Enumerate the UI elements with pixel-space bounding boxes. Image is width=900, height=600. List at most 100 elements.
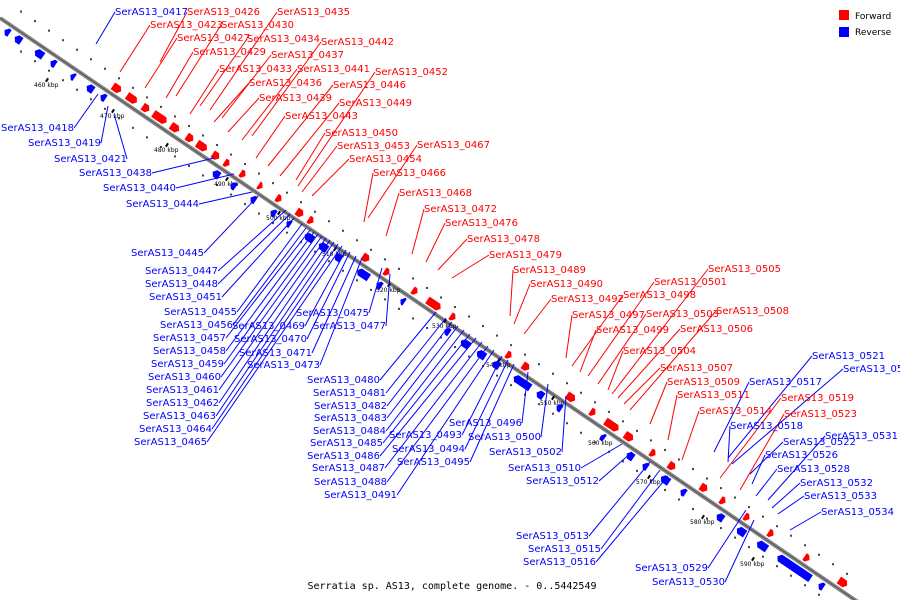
label-leader-line bbox=[588, 461, 651, 537]
track-dot bbox=[790, 574, 792, 577]
gene-label: SerAS13_0442 bbox=[321, 37, 394, 48]
gene-label: SerAS13_0504 bbox=[623, 346, 696, 357]
gene-label: SerAS13_0494 bbox=[392, 444, 465, 455]
track-dot bbox=[622, 460, 624, 463]
gene-label: SerAS13_0496 bbox=[449, 418, 522, 429]
gene-label: SerAS13_0495 bbox=[397, 457, 470, 468]
track-dot bbox=[510, 344, 512, 347]
gene-label: SerAS13_0439 bbox=[259, 93, 332, 104]
gene-label: SerAS13_0528 bbox=[777, 464, 850, 475]
gene-block bbox=[210, 150, 220, 160]
track-dot bbox=[734, 496, 736, 499]
track-dot bbox=[258, 172, 260, 175]
gene-label: SerAS13_0501 bbox=[654, 277, 727, 288]
label-leader-line bbox=[425, 222, 446, 263]
gene-block bbox=[212, 170, 222, 180]
track-dot bbox=[216, 144, 218, 147]
gene-block bbox=[357, 268, 372, 282]
gene-block bbox=[836, 576, 848, 588]
track-dot bbox=[454, 306, 456, 309]
gene-block bbox=[222, 158, 230, 167]
label-leader-line bbox=[469, 363, 515, 463]
label-leader-line bbox=[411, 208, 425, 255]
gene-label: SerAS13_0426 bbox=[187, 7, 260, 18]
gene-label: SerAS13_0436 bbox=[249, 78, 322, 89]
label-leader-line bbox=[767, 435, 826, 501]
track-dot bbox=[146, 136, 148, 139]
track-dot bbox=[188, 164, 190, 167]
gene-block bbox=[818, 582, 826, 591]
gene-label: SerAS13_0502 bbox=[489, 447, 562, 458]
gene-label: SerAS13_0518 bbox=[730, 421, 803, 432]
gene-block bbox=[382, 267, 390, 276]
track-dot bbox=[454, 346, 456, 349]
label-leader-line bbox=[565, 314, 573, 359]
track-dot bbox=[790, 534, 792, 537]
gene-labels: SerAS13_0423SerAS13_0426SerAS13_0427SerA… bbox=[1, 7, 900, 588]
label-leader-line bbox=[509, 269, 514, 317]
label-leader-line bbox=[571, 294, 624, 367]
track-dot bbox=[482, 325, 484, 328]
gene-label: SerAS13_0476 bbox=[445, 218, 518, 229]
gene-label: SerAS13_0440 bbox=[103, 183, 176, 194]
label-leader-line bbox=[649, 381, 668, 425]
gene-block bbox=[666, 460, 676, 471]
gene-label: SerAS13_0477 bbox=[313, 321, 386, 332]
gene-label: SerAS13_0487 bbox=[312, 463, 385, 474]
gene-block bbox=[14, 35, 24, 45]
label-leader-line bbox=[617, 328, 681, 399]
track-dot bbox=[146, 96, 148, 99]
gene-label: SerAS13_0508 bbox=[716, 306, 789, 317]
gene-label: SerAS13_0437 bbox=[271, 50, 344, 61]
backbone-centerline bbox=[0, 17, 856, 600]
label-leader-line bbox=[297, 71, 376, 187]
track-dot bbox=[664, 488, 666, 491]
legend-swatch-reverse bbox=[839, 27, 849, 37]
gene-block bbox=[448, 312, 456, 321]
scale-tick-mark bbox=[443, 318, 447, 324]
track-dot bbox=[678, 458, 680, 461]
label-leader-line bbox=[319, 257, 363, 366]
gene-label: SerAS13_0532 bbox=[800, 478, 873, 489]
gene-block bbox=[410, 286, 418, 295]
gene-label: SerAS13_0433 bbox=[219, 64, 292, 75]
gene-label: SerAS13_0461 bbox=[146, 385, 219, 396]
gene-block bbox=[513, 375, 533, 392]
label-leader-line bbox=[396, 349, 495, 496]
label-leader-line bbox=[304, 249, 347, 327]
gene-label: SerAS13_0479 bbox=[489, 250, 562, 261]
gene-block bbox=[766, 528, 774, 538]
gene-block bbox=[194, 139, 207, 152]
gene-label: SerAS13_0417 bbox=[115, 7, 188, 18]
gene-label: SerAS13_0513 bbox=[516, 531, 589, 542]
track-dot bbox=[20, 50, 22, 53]
track-dot bbox=[202, 174, 204, 177]
label-leader-line bbox=[464, 359, 509, 450]
gene-block bbox=[736, 526, 748, 538]
scale-tick-mark bbox=[277, 210, 281, 216]
gene-label: SerAS13_0421 bbox=[54, 154, 127, 165]
gene-label: SerAS13_0443 bbox=[285, 111, 358, 122]
gene-block bbox=[140, 102, 150, 113]
gene-label: SerAS13_0533 bbox=[804, 491, 877, 502]
gene-label: SerAS13_0458 bbox=[153, 346, 226, 357]
label-leader-line bbox=[255, 115, 286, 159]
label-leader-line bbox=[681, 410, 700, 461]
label-leader-line bbox=[73, 93, 99, 129]
gene-block bbox=[4, 28, 12, 37]
gene-block bbox=[757, 540, 770, 553]
label-leader-line bbox=[189, 68, 220, 115]
track-dot bbox=[398, 307, 400, 310]
gene-block bbox=[34, 49, 46, 60]
gene-label: SerAS13_0511 bbox=[677, 390, 750, 401]
gene-label: SerAS13_0452 bbox=[375, 67, 448, 78]
label-leader-line bbox=[777, 495, 805, 515]
label-leader-line bbox=[220, 235, 323, 378]
label-leader-line bbox=[119, 24, 151, 73]
gene-block bbox=[564, 391, 576, 403]
track-dot bbox=[398, 267, 400, 270]
scale-tick-label: 570 kbp bbox=[636, 479, 661, 486]
gene-block bbox=[622, 431, 634, 442]
label-leader-line bbox=[267, 84, 334, 167]
gene-block bbox=[250, 195, 258, 205]
